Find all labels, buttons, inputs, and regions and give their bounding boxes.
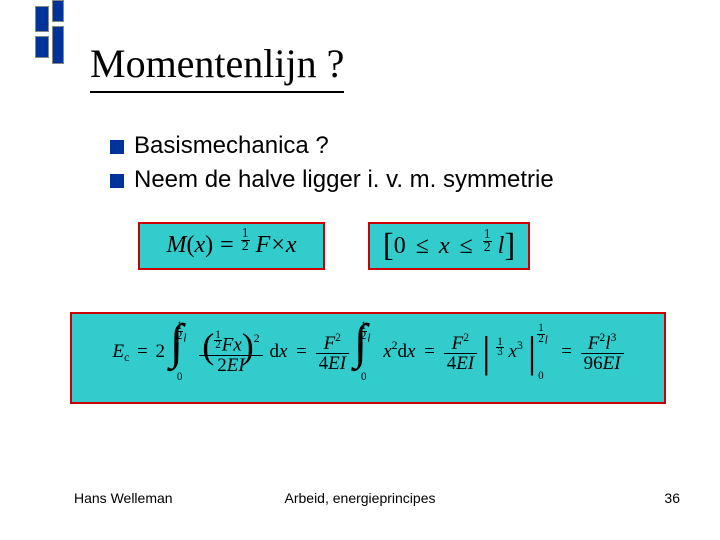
lim-lb: 0 bbox=[538, 370, 544, 382]
equation-mx: M(x) = 12 F×x bbox=[166, 232, 296, 258]
integral-2: ∫ 12l 0 bbox=[354, 328, 379, 377]
bullet-square-icon bbox=[110, 140, 124, 154]
decor-block bbox=[35, 36, 49, 58]
bullet-item: Neem de halve ligger i. v. m. symmetrie bbox=[110, 166, 670, 194]
equation-domain: [0 ≤ x ≤ 12 l] bbox=[383, 233, 515, 259]
equation-box-ec: Ec = 2 ∫ 12l 0 (12Fx)2 2EI dx = F2 4EI ∫ bbox=[70, 312, 666, 404]
eq-frac-den: 2 bbox=[483, 242, 492, 254]
eq-lhs: M(x) bbox=[166, 232, 213, 258]
equation-ec: Ec = 2 ∫ 12l 0 (12Fx)2 2EI dx = F2 4EI ∫ bbox=[112, 341, 623, 362]
coef-two: 2 bbox=[156, 341, 166, 362]
slide-title: Momentenlijn ? bbox=[90, 40, 344, 93]
integral-1: ∫ 12l 0 bbox=[170, 328, 195, 377]
bullet-square-icon bbox=[110, 174, 124, 188]
domain-lower: 0 bbox=[394, 233, 406, 259]
frac-d: 2 bbox=[214, 341, 222, 350]
decor-block bbox=[52, 26, 64, 64]
frac-d: 3 bbox=[496, 348, 504, 357]
eq-frac-den: 2 bbox=[241, 241, 250, 253]
lim-d: 2 bbox=[537, 335, 545, 344]
bullet-item: Basismechanica ? bbox=[110, 132, 670, 160]
equation-box-mx: M(x) = 12 F×x bbox=[138, 222, 325, 270]
int-ub-sym: l bbox=[183, 332, 186, 344]
slide: Momentenlijn ? Basismechanica ? Neem de … bbox=[0, 0, 720, 540]
pow: 3 bbox=[611, 331, 617, 344]
footer-page-number: 36 bbox=[664, 490, 680, 506]
int-lb: 0 bbox=[361, 371, 367, 383]
decor-block bbox=[52, 0, 64, 22]
bullet-text: Basismechanica ? bbox=[134, 132, 329, 160]
pow: 2 bbox=[254, 332, 260, 345]
ec-sub: c bbox=[124, 351, 129, 364]
int-lb: 0 bbox=[177, 371, 183, 383]
bullet-text: Neem de halve ligger i. v. m. symmetrie bbox=[134, 166, 554, 194]
pow: 3 bbox=[517, 339, 523, 352]
int-ub-sym: l bbox=[367, 332, 370, 344]
lim-sym: l bbox=[545, 335, 548, 347]
decor-block bbox=[35, 6, 49, 32]
equation-box-domain: [0 ≤ x ≤ 12 l] bbox=[368, 222, 530, 270]
bullet-list: Basismechanica ? Neem de halve ligger i.… bbox=[110, 132, 670, 200]
slide-title-wrap: Momentenlijn ? bbox=[90, 40, 344, 93]
footer-title: Arbeid, energieprincipes bbox=[0, 490, 720, 506]
pow: 2 bbox=[463, 331, 469, 344]
eval-limits: 12l 0 bbox=[537, 330, 552, 376]
pow: 2 bbox=[335, 331, 341, 344]
domain-var: x bbox=[439, 233, 450, 259]
